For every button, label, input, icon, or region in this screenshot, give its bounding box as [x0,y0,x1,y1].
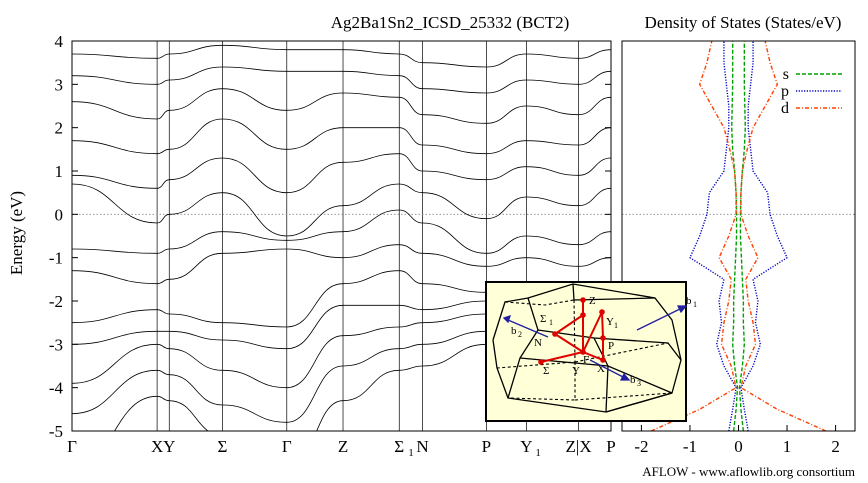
band-line [72,244,611,285]
y-tick-label: -4 [49,379,64,398]
y-axis-label: Energy (eV) [7,191,26,275]
kpoint-label: N [416,437,428,456]
y-tick-label: 4 [55,32,64,51]
reciprocal-vectors [502,305,688,381]
dos-curve-s [738,41,746,432]
band-line [72,66,611,94]
footer-credit: AFLOW - www.aflowlib.org consortium [642,464,855,479]
brillouin-zone-hidden-edges [496,299,673,401]
brillouin-zone-inset: Z Y 1 Σ 1 N P Σ Y X Γ b 1 b 2 b 3 [485,281,697,422]
reciprocal-vector-labels: b 1 b 2 b 3 [511,295,697,388]
svg-text:1: 1 [614,321,618,330]
svg-text:Y: Y [606,316,614,328]
kpoint-label: Σ [394,437,404,456]
band-line [72,209,611,254]
kpoint-label: Σ [218,437,228,456]
band-line [72,44,611,68]
kpoint-label-subscript: 1 [535,447,541,459]
dos-x-tick-label: -1 [683,437,697,456]
svg-text:b: b [686,295,692,307]
band-title: Ag2Ba1Sn2_ICSD_25332 (BCT2) [331,13,569,32]
dos-curve-s [731,41,739,432]
kpoint-label-subscript: 1 [408,447,414,459]
kpoint-label: Z [338,437,348,456]
dos-x-tick-label: 0 [734,437,743,456]
kpoint-label: P [606,437,615,456]
dos-curve-p [740,41,788,432]
dos-title: Density of States (States/eV) [645,13,842,32]
band-line [72,118,611,155]
dos-x-tick-label: 2 [831,437,840,456]
dos-x-tick-label: -2 [634,437,648,456]
svg-text:Y: Y [572,365,580,377]
legend-label-s: s [783,66,789,83]
dos-plot-frame [621,40,856,432]
band-lines [72,44,611,431]
svg-text:2: 2 [518,330,522,339]
svg-text:Γ: Γ [583,354,589,366]
svg-text:Σ: Σ [540,313,546,325]
brillouin-zone-polyhedron [492,283,682,413]
dos-panel: Density of States (States/eV) -2 -1 0 1 2 sp… [621,13,856,456]
dos-curve-d [740,40,827,432]
svg-text:3: 3 [637,379,641,388]
band-line [72,153,611,194]
y-tick-label: 3 [55,75,64,94]
dos-curves [650,40,827,432]
kpoint-label: Y [163,437,175,456]
y-tick-label: -3 [49,335,63,354]
svg-text:P: P [608,340,614,352]
svg-text:Σ: Σ [543,365,549,377]
band-line [72,183,611,237]
y-tick-label: -2 [49,292,63,311]
y-tick-label: -1 [49,249,63,268]
kpoint-label: Γ [67,437,77,456]
band-plot-frame [71,40,612,432]
kpoint-label: P [482,437,491,456]
high-symmetry-points [538,297,606,365]
high-symmetry-path [540,300,604,363]
inset-point-labels: Z Y 1 Σ 1 N P Σ Y X Γ [534,295,618,377]
kpoint-label: Γ [282,437,292,456]
y-tick-label: 2 [55,119,64,138]
kpoint-labels: Γ X Y Σ Γ Z Σ 1 N P Y 1 Z|X P [67,437,616,459]
dos-x-tick-labels: -2 -1 0 1 2 [634,425,840,456]
dos-legend: spd [781,66,842,117]
svg-text:1: 1 [693,300,697,309]
kpoint-label: X [151,437,163,456]
dos-curve-p [689,41,737,432]
svg-text:1: 1 [549,318,553,327]
y-tick-label: -5 [49,422,63,441]
y-tick-label: 1 [55,162,64,181]
legend-label-p: p [781,83,789,100]
kpoint-label: Y [520,437,532,456]
legend-label-d: d [781,100,789,117]
dos-curve-d [650,40,737,432]
svg-text:X: X [597,363,605,375]
svg-text:b: b [511,325,517,337]
band-line [72,88,611,124]
y-tick-label: 0 [55,205,64,224]
svg-text:N: N [534,337,542,349]
dos-x-tick-label: 1 [783,437,792,456]
svg-text:Z: Z [589,295,596,307]
svg-text:b: b [630,374,636,386]
kpoint-label: Z|X [566,437,592,456]
